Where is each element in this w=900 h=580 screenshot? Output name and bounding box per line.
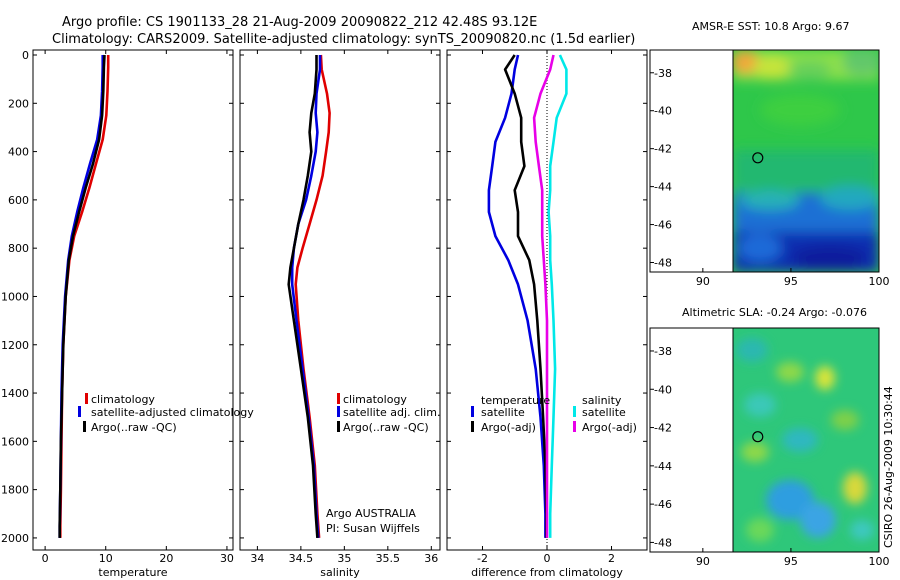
y-tick-label: 1200 [1,339,29,352]
temperature-profile-plot: 0 10 20 30 0 200 400 600 800 1000 1200 1400 1600 1800… [1,49,234,579]
x-tick-label: 35 [337,552,351,565]
pi-label: PI: Susan Wijffels [326,522,420,535]
legend-label: Argo(..raw -QC) [91,421,177,434]
series-line-temperature-satellite [487,54,547,538]
plot-frame [239,49,441,551]
x-tick-label: 90 [696,275,710,288]
y-tick-label: 0 [22,49,29,62]
sla-map: Altimetric SLA: -0.24 Argo: -0.076 90 95 1… [649,306,890,568]
x-tick-label: 90 [696,555,710,568]
y-tick-label: -38 [654,67,672,80]
x-tick-label: 30 [220,552,234,565]
y-tick-label: -48 [654,257,672,270]
x-axis-label: temperature [98,566,167,579]
legend-label: Argo(-adj) [481,421,536,434]
y-tick-label: -40 [654,105,672,118]
difference-legend: temperature satellite Argo(-adj) salinit… [471,394,637,434]
timestamp-stamp: CSIRO 26-Aug-2009 10:30:44 [882,386,895,548]
y-tick-label: -40 [654,383,672,396]
legend-swatch-argo [83,421,86,432]
legend-group-title: salinity [582,394,622,407]
header-title: Argo profile: CS 1901133_28 21-Aug-2009 … [62,15,537,30]
header-subtitle: Climatology: CARS2009. Satellite-adjuste… [52,32,635,47]
y-tick-label: 1800 [1,484,29,497]
plot-frame [32,49,234,551]
agency-label: Argo AUSTRALIA [326,507,416,520]
legend-swatch-sat-adj [78,406,81,417]
legend-swatch-temp-argo [471,421,474,432]
x-tick-label: 95 [784,275,798,288]
x-tick-label: 34.5 [289,552,314,565]
x-tick-label: 2 [608,552,615,565]
series-line-temperature-argo-adj- [503,54,548,538]
salinity-legend: climatology satellite adj. clim. Argo(..… [326,393,440,535]
x-tick-label: 95 [784,555,798,568]
legend-label: Argo(-adj) [582,421,637,434]
x-tick-label: 36 [424,552,438,565]
y-tick-label: -42 [654,143,672,156]
legend-swatch-climatology [337,393,340,404]
x-tick-label: 20 [159,552,173,565]
sst-map-axes: 90 95 100 -38 -40 -42 -44 -46 -48 [650,67,890,288]
legend-label: climatology [343,393,407,406]
y-tick-label: -42 [654,422,672,435]
temperature-legend: climatology satellite-adjusted climatolo… [78,393,254,434]
legend-swatch-sal-satellite [573,406,576,417]
series-line-argo-raw-qc- [58,54,106,538]
y-tick-label: -44 [654,460,672,473]
y-tick-label: -46 [654,219,672,232]
series-line-salinity-argo-adj- [532,54,555,538]
legend-swatch-sal-argo [573,421,576,432]
float-position-marker [752,431,764,443]
y-tick-label: 1000 [1,290,29,303]
legend-swatch-sat-adj [337,406,340,417]
salinity-profile-plot: 34 34.5 35 35.5 36 salinity [239,49,441,579]
y-tick-label: 800 [8,242,29,255]
x-tick-label: 10 [99,552,113,565]
x-tick-label: 100 [869,555,890,568]
sst-map: AMSR-E SST: 10.8 Argo: 9.67 90 95 1 [649,20,890,288]
float-position-marker [752,152,764,164]
legend-label: Argo(..raw -QC) [343,421,429,434]
sla-map-axes: 90 95 100 -38 -40 -42 -44 -46 -48 [650,345,890,568]
x-axis-label: salinity [320,566,360,579]
y-tick-label: 600 [8,194,29,207]
x-tick-label: 35.5 [376,552,401,565]
sla-map-title: Altimetric SLA: -0.24 Argo: -0.076 [682,306,867,319]
x-tick-label: 34 [250,552,264,565]
series-line-argo-raw-qc- [287,55,319,538]
y-tick-label: -48 [654,536,672,549]
x-tick-label: 0 [544,552,551,565]
y-tick-label: 200 [8,97,29,110]
y-tick-label: -46 [654,498,672,511]
x-axis-label: difference from climatology [471,566,623,579]
y-tick-label: 1600 [1,435,29,448]
legend-group-title: temperature [481,394,550,407]
legend-label: satellite [481,406,525,419]
legend-label: satellite adj. clim. [343,406,440,419]
legend-swatch-climatology [85,393,88,404]
sst-heatmap-field [733,50,879,272]
legend-label: satellite [582,406,626,419]
sst-map-title: AMSR-E SST: 10.8 Argo: 9.67 [692,20,850,33]
y-tick-label: -44 [654,181,672,194]
legend-label: satellite-adjusted climatology [91,406,254,419]
y-tick-label: 1400 [1,387,29,400]
y-tick-label: 2000 [1,532,29,545]
y-tick-label: -38 [654,345,672,358]
legend-swatch-temp-satellite [471,406,474,417]
y-tick-label: 400 [8,146,29,159]
x-tick-label: 100 [869,275,890,288]
x-tick-label: -2 [477,552,488,565]
x-tick-label: 0 [42,552,49,565]
legend-swatch-argo [337,421,340,432]
series-line-salinity-satellite [547,54,568,538]
sla-heatmap-field [733,328,879,552]
legend-label: climatology [91,393,155,406]
